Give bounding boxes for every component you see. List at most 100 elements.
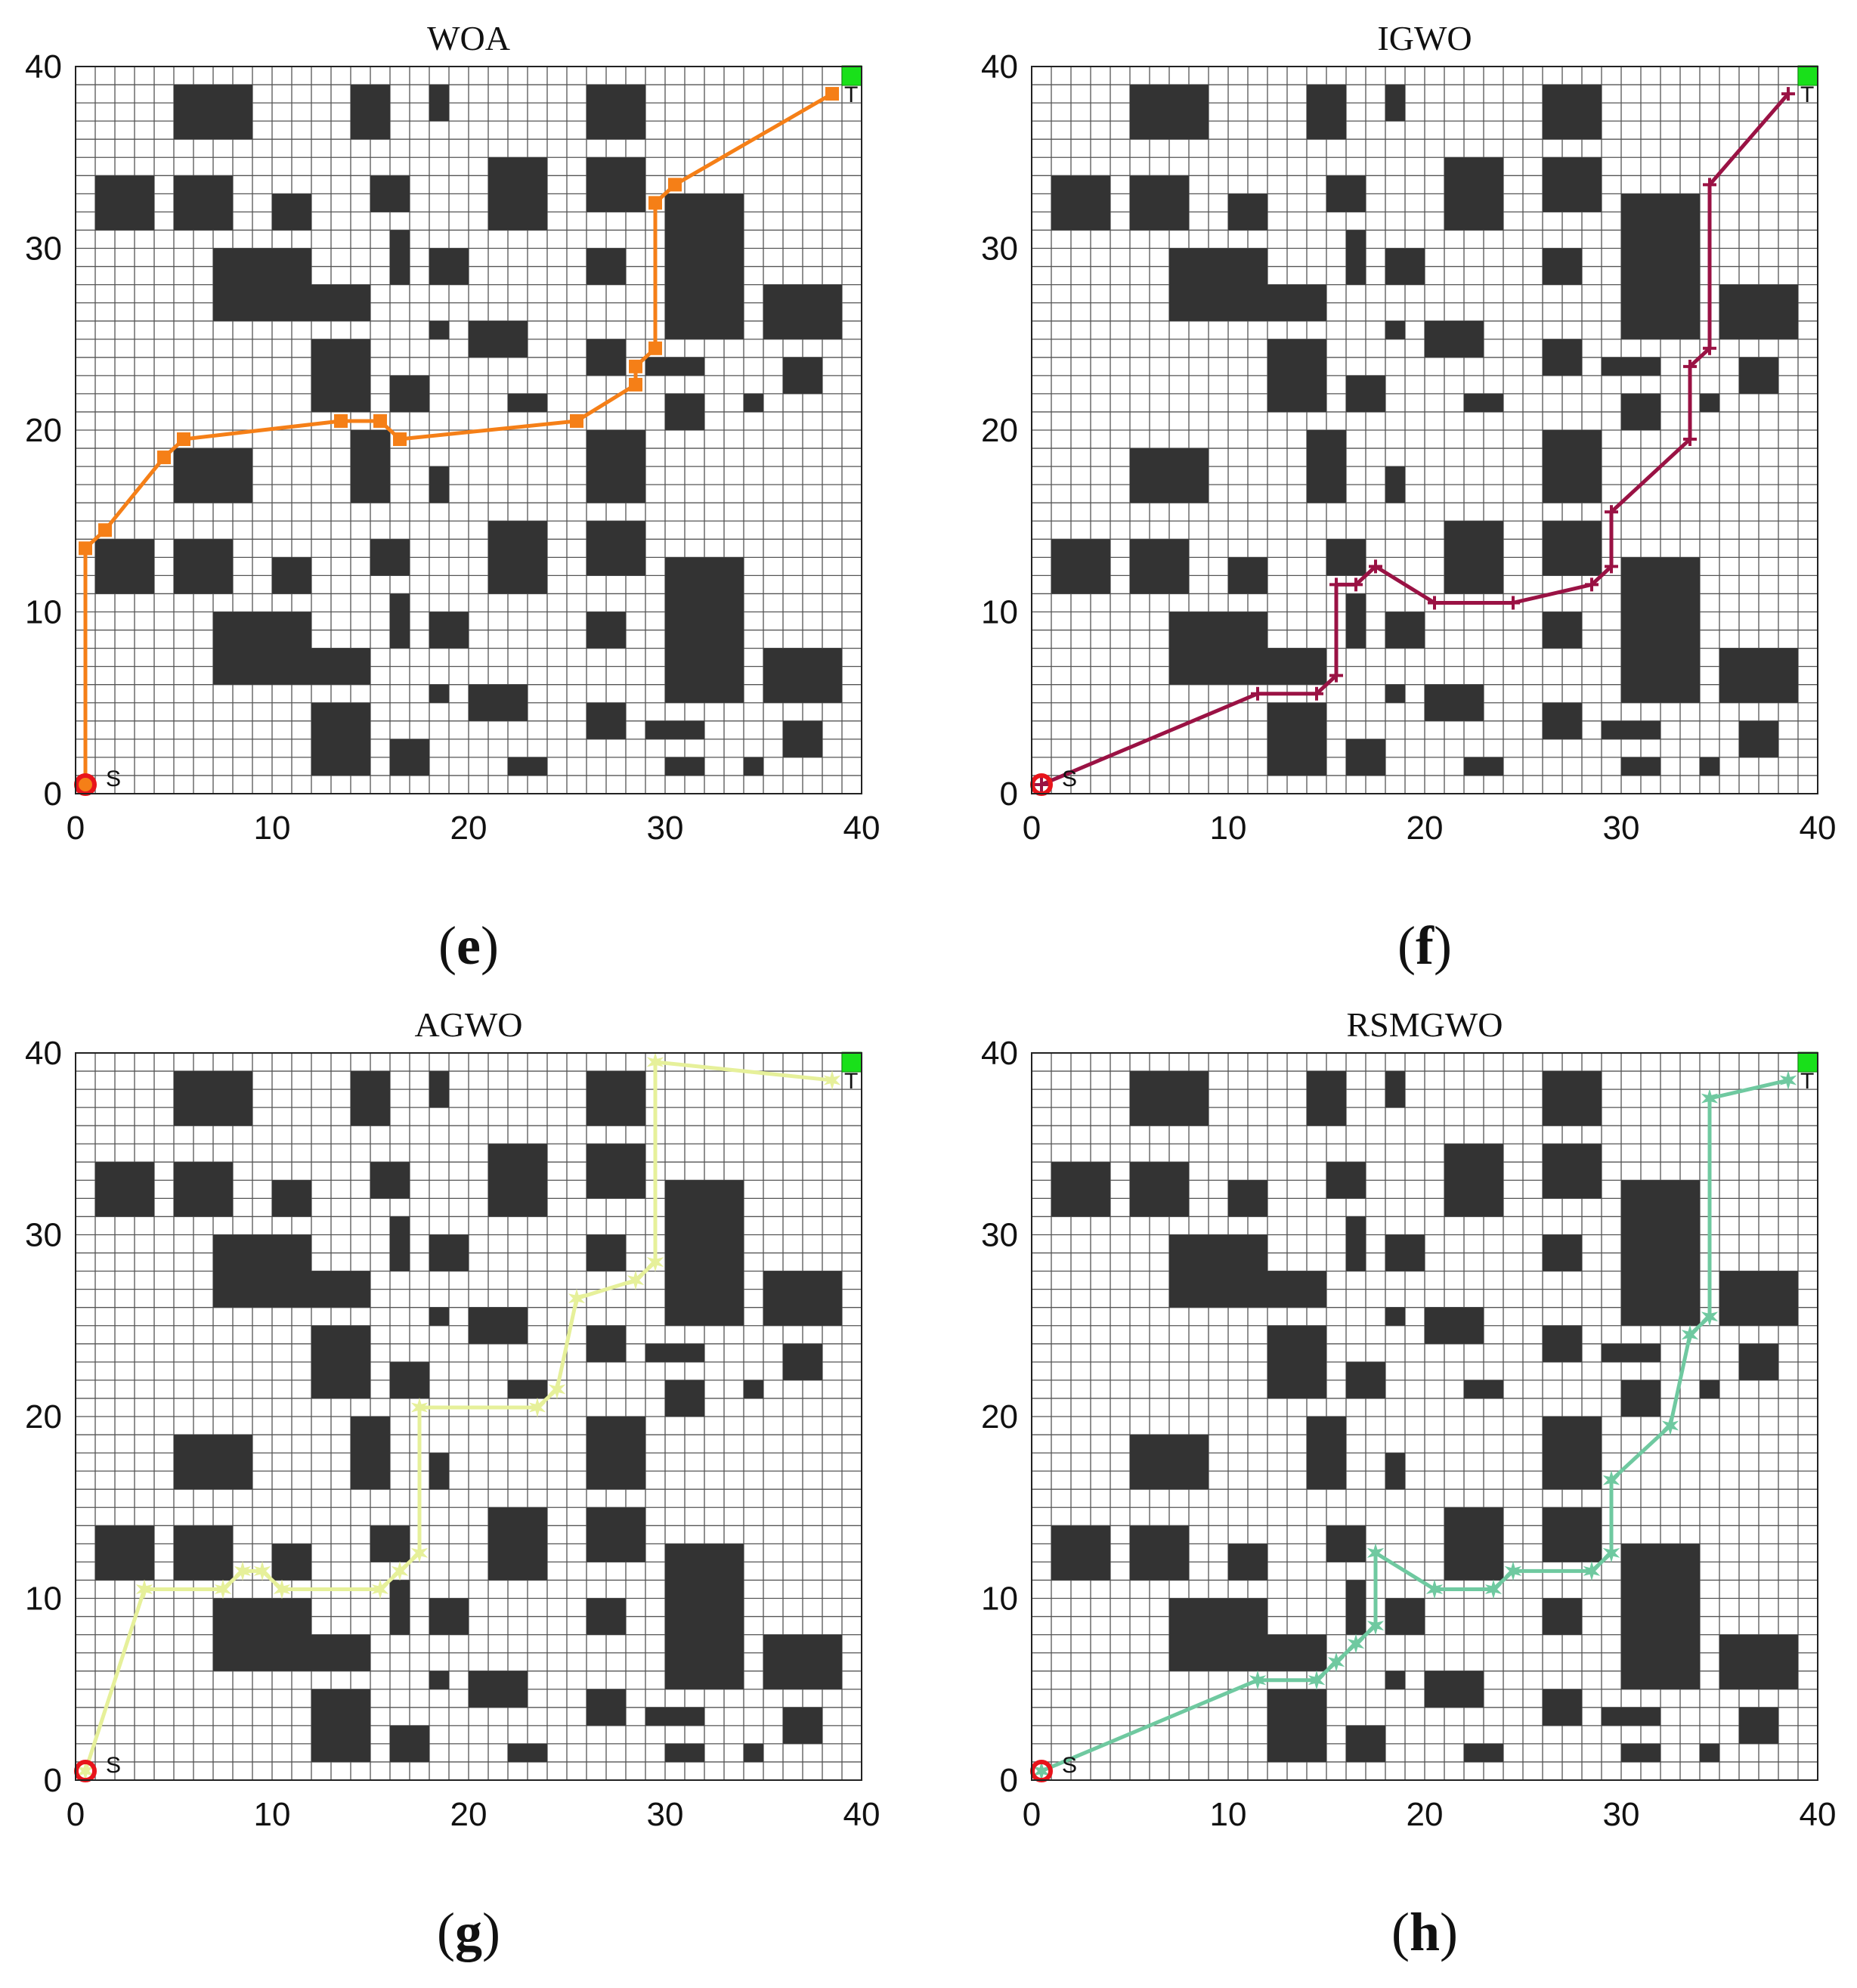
obstacle — [429, 612, 469, 649]
caption-paren-open: ( — [1397, 915, 1416, 976]
obstacle — [1444, 1507, 1503, 1581]
obstacle — [1346, 230, 1366, 285]
obstacle — [744, 757, 763, 776]
obstacles — [1051, 1051, 1818, 1762]
x-tick-label: 30 — [1603, 1796, 1640, 1833]
obstacle — [469, 1671, 528, 1708]
obstacle — [311, 1271, 370, 1308]
obstacle — [1267, 284, 1326, 321]
x-tick-label: 40 — [1800, 1796, 1837, 1833]
obstacle — [1130, 1435, 1209, 1490]
path-point — [1585, 578, 1599, 592]
path-point — [1308, 1670, 1326, 1690]
y-tick-label: 0 — [44, 1762, 62, 1799]
y-tick-label: 0 — [1000, 776, 1018, 813]
axes-frame — [75, 66, 862, 794]
obstacle — [429, 1307, 449, 1326]
obstacle — [1326, 1162, 1366, 1199]
path-point — [1506, 596, 1520, 610]
obstacle — [1543, 1144, 1602, 1199]
obstacle — [1169, 248, 1267, 321]
obstacle — [508, 1380, 547, 1398]
obstacle — [1700, 1743, 1719, 1762]
obstacle — [351, 85, 390, 140]
path-point — [668, 178, 682, 192]
obstacle — [763, 648, 842, 703]
caption-paren-close: ) — [1440, 1902, 1458, 1962]
path-point — [648, 196, 662, 210]
obstacle — [1543, 1071, 1602, 1126]
obstacle — [1051, 539, 1110, 594]
obstacle — [1267, 1271, 1326, 1308]
y-tick-label: 20 — [981, 1398, 1018, 1435]
obstacle — [1719, 284, 1798, 339]
obstacle — [390, 1725, 429, 1762]
obstacle — [390, 739, 429, 776]
obstacle — [1385, 85, 1405, 122]
obstacle — [1543, 1507, 1602, 1562]
x-tick-label: 40 — [843, 810, 881, 847]
y-tick-label: 0 — [44, 776, 62, 813]
obstacle — [665, 1180, 744, 1326]
obstacle — [1621, 1743, 1660, 1762]
obstacle — [213, 248, 311, 321]
obstacle — [429, 320, 449, 339]
obstacle — [1464, 1380, 1503, 1398]
obstacle — [469, 684, 528, 721]
caption-paren-close: ) — [481, 915, 499, 976]
obstacle — [1130, 539, 1189, 594]
obstacle — [1228, 557, 1267, 594]
obstacle — [1543, 1417, 1602, 1490]
path-point — [1425, 1579, 1444, 1599]
y-tick-label: 10 — [981, 594, 1018, 631]
obstacles — [95, 65, 862, 776]
obstacle — [587, 1144, 645, 1199]
obstacle — [1385, 466, 1405, 503]
obstacle — [1543, 1689, 1582, 1726]
obstacle — [429, 1598, 469, 1635]
obstacle — [1700, 757, 1719, 776]
start-label: S — [106, 766, 121, 791]
path-point — [627, 1270, 645, 1290]
obstacle — [390, 1580, 410, 1635]
obstacle — [488, 1144, 547, 1217]
panel-woa: WOA S T 0 10 20 30 40 0 10 20 30 40 (e) — [25, 19, 880, 976]
obstacle — [213, 612, 311, 685]
obstacle — [1385, 1671, 1405, 1689]
path-point — [253, 1561, 271, 1581]
obstacle — [1739, 720, 1778, 757]
path-point — [1681, 1324, 1699, 1345]
y-tick-label: 10 — [981, 1581, 1018, 1618]
obstacle — [272, 1544, 311, 1581]
path-point — [1703, 341, 1716, 355]
panel-igwo: IGWO S T 0 10 20 30 40 0 10 20 30 40 (f) — [981, 19, 1836, 976]
goal-label: T — [1800, 82, 1814, 107]
obstacle — [1385, 1453, 1405, 1490]
obstacle — [1444, 1144, 1503, 1217]
obstacle — [95, 539, 154, 594]
y-tick-label: 30 — [981, 1217, 1018, 1254]
path-point — [1484, 1579, 1503, 1599]
obstacle — [1700, 1380, 1719, 1398]
y-tick-label: 10 — [25, 1581, 62, 1618]
obstacle — [488, 521, 547, 594]
obstacle — [1326, 539, 1366, 576]
obstacle — [783, 1707, 822, 1744]
goal-label: T — [1800, 1069, 1814, 1094]
axes: 0 10 20 30 40 0 10 20 30 40 — [981, 1035, 1836, 1833]
obstacle — [311, 1325, 370, 1398]
obstacle — [1346, 593, 1366, 649]
obstacle — [587, 612, 626, 649]
obstacle — [1425, 1671, 1484, 1708]
obstacle — [1228, 1180, 1267, 1217]
y-tick-label: 40 — [25, 1035, 62, 1072]
obstacle — [1385, 1071, 1405, 1108]
obstacle — [429, 684, 449, 703]
obstacle — [390, 1361, 429, 1398]
obstacle — [429, 466, 449, 503]
obstacle — [95, 1525, 154, 1581]
obstacle — [429, 248, 469, 285]
obstacle — [370, 1525, 410, 1562]
